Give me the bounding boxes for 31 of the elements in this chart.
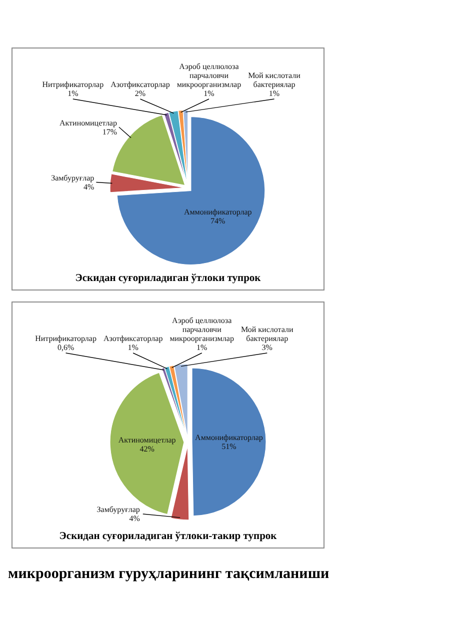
data-label: 1% (268, 89, 280, 98)
slice-label: Мой кислотали бактериялар (240, 325, 294, 343)
slice-label: Азотфиксаторлар (103, 334, 163, 343)
text: Эскидан суғориладиган ўтлоки тупрок (75, 273, 262, 284)
data-label: 1% (196, 343, 208, 352)
data-label: 42% (140, 444, 155, 454)
slice-label: Замбуруғлар (96, 505, 140, 514)
slice-label: Замбуруғлар (51, 173, 94, 182)
data-label: 3% (262, 343, 273, 352)
slice-label: Аммонификаторлар (184, 207, 252, 216)
slice-label: Аэроб целлюлоза парчаловчи микроорганизмлар (176, 62, 242, 89)
text: микроорганизм гуруҳларининг тақсимланиши (8, 566, 330, 582)
data-label: 1% (128, 343, 139, 352)
data-label: 4% (129, 514, 140, 524)
data-label: 74% (210, 216, 226, 226)
data-label: 0,6% (57, 343, 74, 352)
slice-label: Мой кислотали бактериялар (248, 71, 302, 89)
data-label: 1% (204, 89, 215, 98)
slice-label: Нитрификаторлар (35, 334, 96, 343)
data-label: 1% (68, 89, 79, 98)
data-label: 4% (84, 182, 95, 192)
slice-label: Актиномицетлар (118, 436, 176, 445)
data-label: 17% (102, 127, 118, 136)
slice-label: Азотфиксаторлар (110, 80, 170, 89)
slice-label: Аммонификаторлар (195, 432, 263, 442)
slice-label: Аэроб целлюлоза парчаловчи микроорганизмлар (170, 316, 234, 343)
data-label: 51% (222, 442, 237, 451)
text: Эскидан суғориладиган ўтлоки-такир тупрок (59, 531, 278, 542)
slice-label: Актиномицетлар (60, 118, 117, 128)
slice-label: Нитрификаторлар (42, 80, 104, 89)
data-label: 2% (134, 89, 146, 98)
